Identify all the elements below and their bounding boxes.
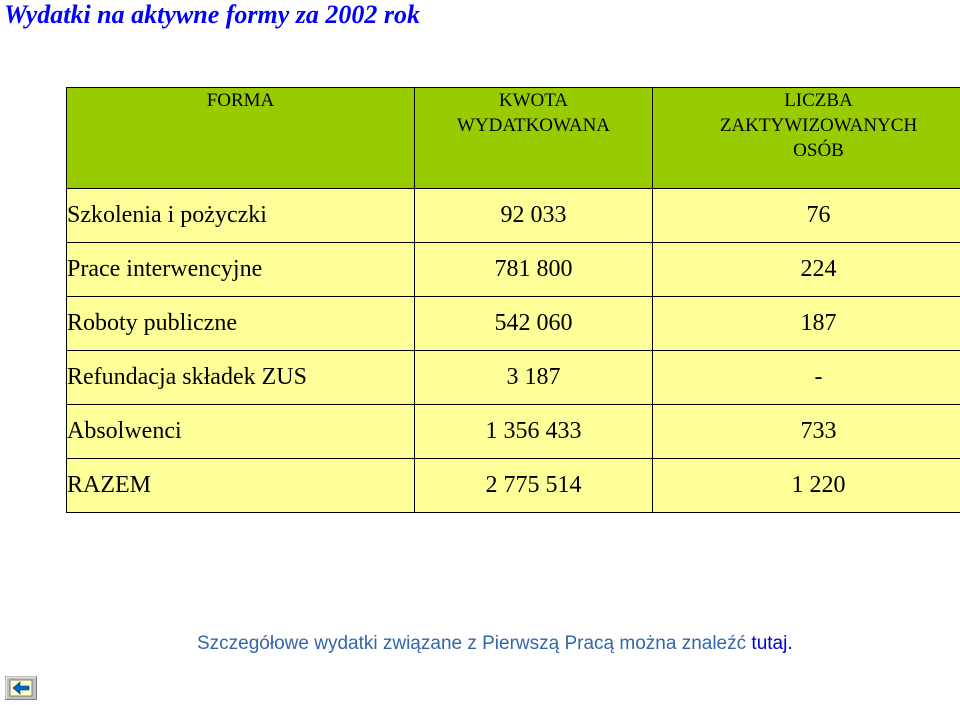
row-amount: 3 187: [415, 351, 653, 405]
row-form-name: Roboty publiczne: [67, 297, 415, 351]
table-row: Absolwenci 1 356 433 733: [67, 405, 960, 459]
header-line: FORMA: [67, 88, 414, 113]
expenditure-table: FORMA KWOTA WYDATKOWANA LICZBA ZAKTYWIZO…: [66, 87, 960, 513]
table-row: Refundacja składek ZUS 3 187 -: [67, 351, 960, 405]
back-arrow-icon: [5, 676, 37, 700]
header-line: KWOTA: [415, 88, 652, 113]
table-total-row: RAZEM 2 775 514 1 220: [67, 459, 960, 513]
row-form-name: Szkolenia i pożyczki: [67, 189, 415, 243]
row-form-name: Refundacja składek ZUS: [67, 351, 415, 405]
header-forma: FORMA: [67, 88, 415, 189]
table-row: Szkolenia i pożyczki 92 033 76: [67, 189, 960, 243]
total-count: 1 220: [653, 459, 960, 513]
row-amount: 542 060: [415, 297, 653, 351]
total-label: RAZEM: [67, 459, 415, 513]
header-line: LICZBA: [653, 88, 960, 113]
row-amount: 781 800: [415, 243, 653, 297]
footer-text: Szczegółowe wydatki związane z Pierwszą …: [197, 633, 746, 654]
row-form-name: Prace interwencyjne: [67, 243, 415, 297]
header-line: ZAKTYWIZOWANYCH: [653, 113, 960, 138]
header-line: WYDATKOWANA: [415, 113, 652, 138]
header-kwota: KWOTA WYDATKOWANA: [415, 88, 653, 189]
header-liczba: LICZBA ZAKTYWIZOWANYCH OSÓB: [653, 88, 960, 189]
row-count: 733: [653, 405, 960, 459]
table-row: Roboty publiczne 542 060 187: [67, 297, 960, 351]
row-count: 187: [653, 297, 960, 351]
row-count: 224: [653, 243, 960, 297]
header-line: OSÓB: [653, 138, 960, 163]
row-count: 76: [653, 189, 960, 243]
row-amount: 1 356 433: [415, 405, 653, 459]
total-amount: 2 775 514: [415, 459, 653, 513]
table-row: Prace interwencyjne 781 800 224: [67, 243, 960, 297]
row-count: -: [653, 351, 960, 405]
row-amount: 92 033: [415, 189, 653, 243]
details-link[interactable]: tutaj.: [751, 633, 792, 654]
page-title: Wydatki na aktywne formy za 2002 rok: [4, 0, 420, 30]
footer-note: Szczegółowe wydatki związane z Pierwszą …: [197, 632, 793, 656]
table-header-row: FORMA KWOTA WYDATKOWANA LICZBA ZAKTYWIZO…: [67, 88, 960, 189]
back-button[interactable]: [5, 676, 37, 700]
row-form-name: Absolwenci: [67, 405, 415, 459]
